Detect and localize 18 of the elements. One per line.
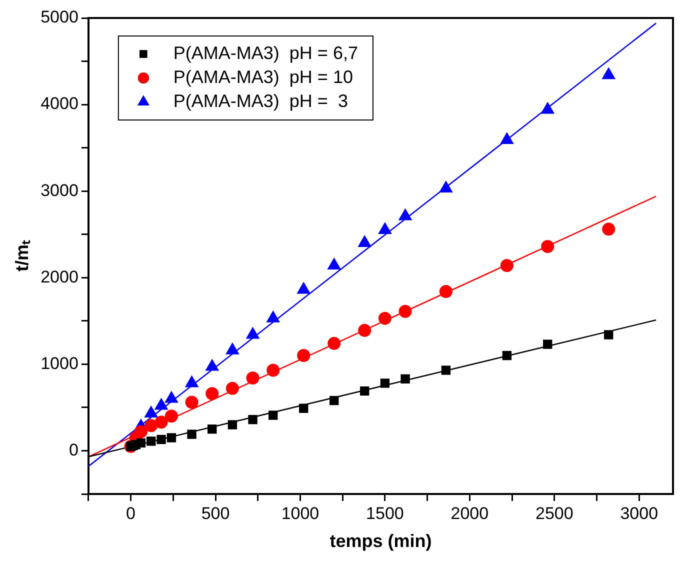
legend-label: P(AMA-MA3) pH = 10 [173, 66, 353, 87]
x-tick-label: 1500 [366, 504, 404, 523]
y-tick-label: 2000 [40, 267, 78, 286]
y-tick-label: 0 [68, 440, 78, 460]
x-axis-title: temps (min) [330, 531, 432, 552]
y-tick-label: 4000 [40, 94, 78, 114]
x-tick-label: 3000 [620, 504, 658, 523]
legend-label: P(AMA-MA3) pH = 6,7 [173, 42, 358, 63]
x-tick-label: 2000 [450, 504, 489, 523]
y-tick-label: 3000 [40, 180, 78, 200]
x-tick-label: 0 [126, 504, 136, 523]
y-tick-label: 1000 [40, 354, 78, 373]
x-tick-label: 2500 [535, 504, 574, 523]
x-tick-label: 1000 [281, 504, 320, 523]
legend-label: P(AMA-MA3) pH = 3 [173, 90, 348, 111]
x-tick-label: 500 [201, 504, 230, 523]
y-axis-title: t/mₜ [12, 240, 32, 272]
y-tick-label: 5000 [40, 8, 78, 27]
